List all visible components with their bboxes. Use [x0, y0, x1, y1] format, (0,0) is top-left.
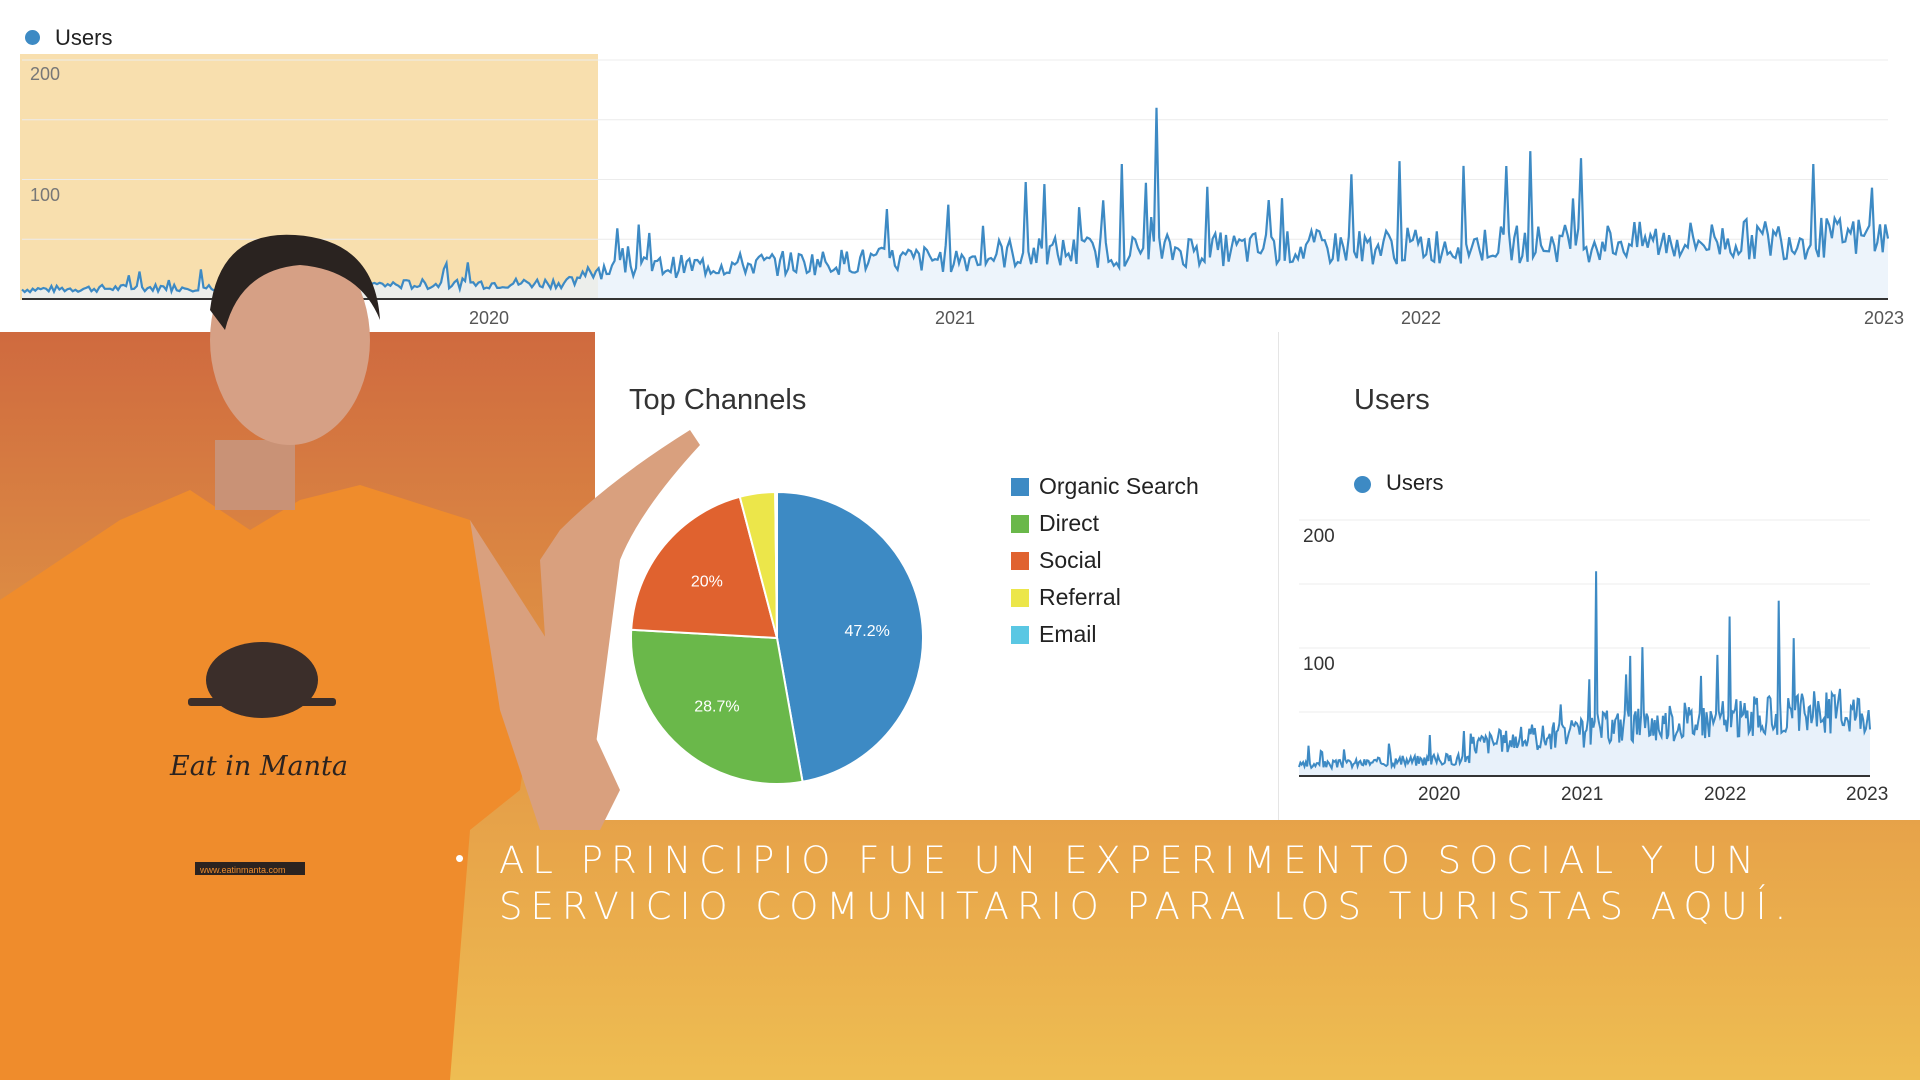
pie-slice-4 — [774, 490, 778, 639]
email-label: Email — [1039, 621, 1097, 647]
area-fill — [22, 107, 1888, 299]
pie-slice-2 — [630, 495, 779, 640]
users-y-tick-200: 200 — [1303, 526, 1335, 547]
referral-label: Referral — [1039, 584, 1121, 610]
shirt-shape — [0, 485, 540, 1080]
pie-label-1: 28.7% — [694, 699, 739, 716]
email-swatch — [1011, 625, 1029, 644]
caption-text: Al principio fue un experimento social y… — [499, 839, 1795, 928]
users-title: Users — [1354, 384, 1430, 416]
shirt-url-bar — [195, 862, 305, 875]
shirt-logo-plate — [188, 698, 336, 706]
shirt-logo-text: Eat in Manta — [169, 751, 348, 782]
social-swatch — [1011, 551, 1029, 570]
top-channels-title: Top Channels — [629, 384, 807, 416]
y-tick-100: 100 — [30, 185, 61, 205]
presenter-figure: Eat in Manta www.eatinmanta.com — [0, 234, 700, 1080]
y-tick-200: 200 — [30, 64, 61, 84]
users-x-tick-2023: 2023 — [1846, 784, 1889, 805]
head — [210, 235, 370, 445]
panel-divider — [1278, 332, 1279, 820]
shirt-logo-cloche — [206, 642, 318, 718]
organic-search-swatch — [1011, 477, 1029, 496]
users-line-chart — [1298, 519, 1871, 777]
x-tick-2022: 2022 — [1401, 308, 1442, 328]
users-x-tick-2020: 2020 — [1418, 784, 1461, 805]
shirt-url-text: www.eatinmanta.com — [199, 865, 286, 875]
x-tick-2020: 2020 — [469, 308, 510, 328]
users-legend-label: Users — [1386, 470, 1444, 495]
small-area-fill — [1299, 571, 1870, 776]
small-users-series-line — [1298, 571, 1871, 772]
legend-item-direct: Direct — [1011, 505, 1199, 542]
legend-dot — [25, 30, 40, 45]
users-legend-dot — [1354, 476, 1371, 493]
legend-item-email: Email — [1011, 616, 1199, 653]
users-x-tick-2021: 2021 — [1561, 784, 1604, 805]
top-users-chart: Users 200 100 2020 2021 2022 2023 — [0, 0, 1920, 332]
pie-label-2: 20% — [691, 574, 723, 591]
legend-item-referral: Referral — [1011, 579, 1199, 616]
channels-pie: 47.2% 28.7% 20% — [630, 490, 924, 785]
direct-swatch — [1011, 514, 1029, 533]
legend-item-social: Social — [1011, 542, 1199, 579]
neck — [215, 440, 295, 510]
x-tick-2021: 2021 — [935, 308, 976, 328]
caption-bullet: • — [455, 844, 473, 874]
subtitle-caption: • Al principio fue un experimento social… — [455, 838, 1915, 930]
pie-slice-0 — [776, 490, 924, 783]
pie-slice-1 — [630, 628, 804, 785]
legend-label: Users — [55, 25, 113, 50]
raised-hand — [540, 430, 700, 790]
pie-label-0: 47.2% — [844, 623, 889, 640]
users-x-tick-2022: 2022 — [1704, 784, 1747, 805]
referral-swatch — [1011, 588, 1029, 607]
social-label: Social — [1039, 547, 1102, 573]
top-channels-widget: Top Channels 47.2% 28.7% 20% Organic Searc… — [595, 332, 1278, 820]
organic-search-label: Organic Search — [1039, 473, 1199, 499]
legend-item-organic-search: Organic Search — [1011, 468, 1199, 505]
channels-legend: Organic Search Direct Social Referral Em… — [1011, 468, 1199, 653]
hair — [210, 234, 380, 330]
users-widget: Users Users 200 100 2020 2021 2022 2023 — [1279, 332, 1920, 820]
direct-label: Direct — [1039, 510, 1100, 536]
x-tick-2023: 2023 — [1864, 308, 1905, 328]
users-y-tick-100: 100 — [1303, 654, 1335, 675]
